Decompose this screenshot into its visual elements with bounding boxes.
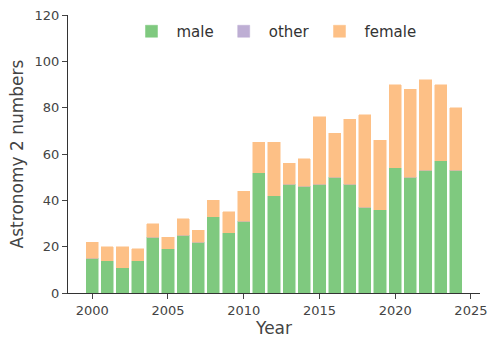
svg-text:120: 120	[35, 8, 60, 23]
svg-text:other: other	[269, 23, 310, 41]
svg-text:100: 100	[35, 54, 60, 69]
svg-text:2000: 2000	[76, 303, 109, 318]
svg-text:2010: 2010	[227, 303, 260, 318]
svg-text:80: 80	[43, 100, 60, 115]
svg-text:male: male	[177, 23, 214, 41]
svg-text:20: 20	[43, 239, 60, 254]
svg-text:2005: 2005	[151, 303, 184, 318]
svg-text:0: 0	[51, 286, 59, 301]
svg-text:40: 40	[43, 193, 60, 208]
svg-text:2020: 2020	[379, 303, 412, 318]
svg-text:female: female	[364, 23, 416, 41]
svg-text:Astronomy 2 numbers: Astronomy 2 numbers	[7, 59, 27, 248]
svg-text:Year: Year	[255, 318, 292, 338]
svg-text:60: 60	[43, 147, 60, 162]
svg-text:2025: 2025	[454, 303, 487, 318]
svg-text:2015: 2015	[303, 303, 336, 318]
